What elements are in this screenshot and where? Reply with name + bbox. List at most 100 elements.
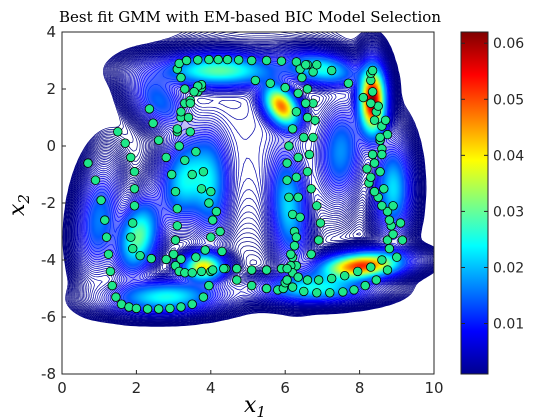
data-point [286, 249, 296, 260]
data-point [312, 201, 322, 211]
data-point [287, 282, 298, 292]
data-point [366, 98, 376, 109]
contour-line [69, 38, 434, 323]
data-point [129, 201, 140, 211]
contour-line [65, 32, 434, 325]
data-point [284, 141, 294, 151]
data-point [101, 232, 112, 242]
data-point [176, 72, 186, 83]
data-point [353, 266, 363, 277]
data-point [232, 275, 242, 285]
contour-line [66, 33, 434, 324]
data-point [291, 57, 302, 67]
data-point [198, 166, 209, 177]
contour-line [88, 55, 408, 310]
data-point [222, 54, 233, 65]
contour-line [65, 32, 434, 326]
colorbar-gradient [460, 31, 489, 375]
data-point [343, 78, 354, 89]
data-point [103, 249, 114, 260]
data-point [168, 249, 179, 260]
colorbar: 0.01 0.02 0.03 0.04 0.05 0.06 [460, 31, 524, 375]
data-point [282, 275, 292, 285]
data-point [166, 169, 177, 180]
data-point [187, 299, 197, 309]
data-point [392, 252, 402, 262]
data-point [180, 155, 190, 166]
data-point [375, 132, 385, 143]
contour-line [73, 45, 426, 319]
colorbar-tick-label: 0.06 [493, 36, 524, 52]
data-point [246, 265, 257, 275]
data-point [349, 285, 359, 295]
data-point [176, 254, 186, 264]
data-point [291, 172, 302, 183]
data-point [213, 54, 223, 65]
data-point [161, 152, 171, 163]
colorbar-tick-label: 0.02 [493, 260, 524, 276]
y-tick-label: -6 [41, 308, 56, 326]
contour-line [77, 48, 421, 317]
data-point [176, 107, 186, 117]
contour-line [66, 32, 434, 324]
y-tick-label: -4 [41, 251, 56, 269]
data-point [204, 54, 214, 65]
data-point [126, 232, 136, 242]
x-tick-label: 10 [424, 379, 443, 397]
data-point [367, 149, 378, 160]
data-point [314, 235, 324, 245]
data-point [153, 304, 164, 314]
data-point [369, 158, 380, 168]
data-point [265, 78, 276, 89]
data-point [325, 288, 335, 298]
data-point [126, 152, 136, 163]
x-tick-label: 6 [280, 379, 290, 397]
data-point [395, 218, 406, 228]
data-point [377, 201, 387, 211]
data-point [187, 169, 197, 180]
data-point [261, 283, 272, 294]
contour-line [64, 32, 434, 326]
data-point [261, 265, 272, 275]
data-point [153, 135, 164, 146]
data-point [206, 186, 216, 197]
data-point [306, 249, 316, 260]
data-point [306, 184, 316, 194]
y-tick-label: 0 [46, 137, 56, 155]
data-point [360, 280, 370, 291]
y-axis-label-sub: 2 [15, 194, 33, 205]
contour-line [62, 32, 434, 327]
data-point [261, 55, 272, 66]
y-axis-label-var: x [5, 203, 30, 216]
data-point [362, 164, 372, 174]
data-point [246, 55, 257, 66]
data-point [380, 115, 391, 126]
data-point [367, 87, 378, 97]
data-point [219, 263, 229, 274]
data-point [302, 166, 313, 177]
colorbar-tick-label: 0.05 [493, 92, 524, 108]
data-point [172, 203, 183, 214]
data-point [180, 84, 190, 94]
data-point [107, 280, 117, 291]
data-point [276, 56, 287, 66]
data-point [293, 272, 303, 282]
data-point [183, 112, 194, 123]
data-point [291, 232, 302, 242]
data-point [340, 271, 350, 281]
data-point [312, 60, 322, 70]
data-point [90, 175, 101, 185]
data-point [111, 292, 121, 302]
data-point [172, 221, 183, 231]
data-point [327, 273, 337, 284]
data-point [215, 226, 225, 237]
data-point [211, 206, 222, 217]
chart-title: Best fit GMM with EM-based BIC Model Sel… [59, 8, 441, 26]
data-point [293, 192, 303, 203]
colorbar-ticks: 0.01 0.02 0.03 0.04 0.05 0.06 [461, 36, 524, 333]
data-point [375, 166, 385, 177]
contour-line [63, 32, 434, 327]
data-point [181, 55, 192, 66]
data-point [312, 288, 322, 298]
